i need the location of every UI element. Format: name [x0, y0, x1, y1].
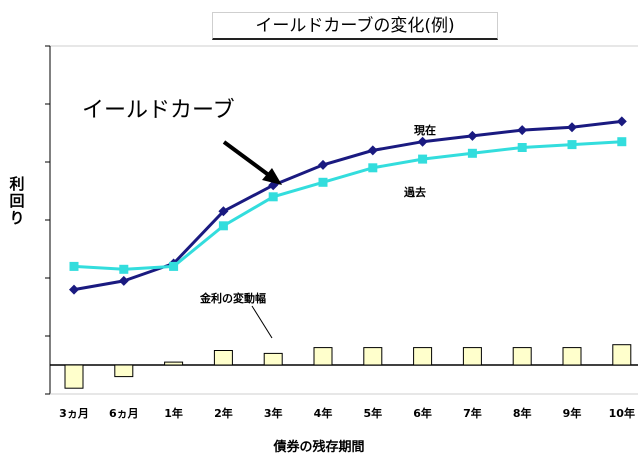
rate-change-bar — [612, 344, 632, 366]
yield-curve-annotation: イールドカーブ — [82, 98, 235, 123]
current-point — [467, 130, 478, 141]
x-tick-label: 6年 — [413, 407, 432, 420]
rate-change-bar — [462, 347, 482, 366]
rate-change-bar — [512, 347, 532, 366]
rate-change-bar — [164, 361, 184, 366]
chart-title: イールドカーブの変化(例) — [212, 12, 498, 40]
past-point — [218, 221, 228, 231]
past-point — [418, 154, 428, 164]
rate-change-bar — [562, 347, 582, 366]
rate-change-label: 金利の変動幅 — [200, 292, 266, 305]
x-tick-label: 10年 — [608, 407, 635, 420]
x-tick-label: 6ヵ月 — [108, 407, 139, 420]
x-tick-label: 8年 — [512, 407, 532, 420]
past-point — [617, 137, 627, 147]
x-tick-label: 5年 — [363, 407, 383, 420]
annotation-arrow — [222, 140, 272, 178]
past-point — [268, 192, 278, 202]
annotation-arrowhead — [262, 168, 282, 185]
current-point — [218, 206, 229, 217]
x-tick-label: 9年 — [562, 407, 582, 420]
current-point — [367, 145, 378, 156]
current-point — [567, 122, 577, 133]
rate-change-bar — [64, 364, 84, 389]
rate-change-bar — [363, 347, 383, 366]
rate-change-leader — [251, 305, 273, 339]
x-tick-label: 1年 — [164, 407, 183, 420]
rate-change-bar — [413, 347, 433, 366]
x-tick-label: 2年 — [214, 407, 233, 420]
current-series-label: 現在 — [414, 124, 436, 137]
rate-change-bar — [213, 350, 233, 366]
rate-change-bar — [263, 352, 283, 366]
x-axis-label: 債券の残存期間 — [273, 440, 365, 455]
series-line-past — [73, 140, 622, 271]
x-tick-label: 3年 — [263, 407, 283, 420]
current-point — [417, 136, 428, 147]
past-point — [567, 140, 577, 150]
x-tick-label: 3ヵ月 — [59, 407, 89, 420]
past-point — [368, 163, 378, 173]
current-point — [69, 284, 79, 295]
y-axis-label: 利回り — [9, 175, 25, 227]
current-point — [318, 159, 328, 170]
past-series-label: 過去 — [404, 186, 426, 199]
past-point — [467, 148, 477, 158]
past-point — [169, 261, 179, 271]
current-point — [517, 125, 528, 136]
past-point — [517, 143, 527, 152]
x-tick-label: 7年 — [463, 407, 482, 420]
past-point — [119, 264, 129, 274]
rate-change-bar — [114, 364, 134, 378]
past-point — [69, 261, 79, 271]
current-point — [118, 275, 129, 286]
rate-change-bar — [313, 347, 333, 366]
x-tick-label: 4年 — [313, 407, 333, 420]
past-point — [318, 177, 328, 187]
current-point — [616, 116, 627, 127]
